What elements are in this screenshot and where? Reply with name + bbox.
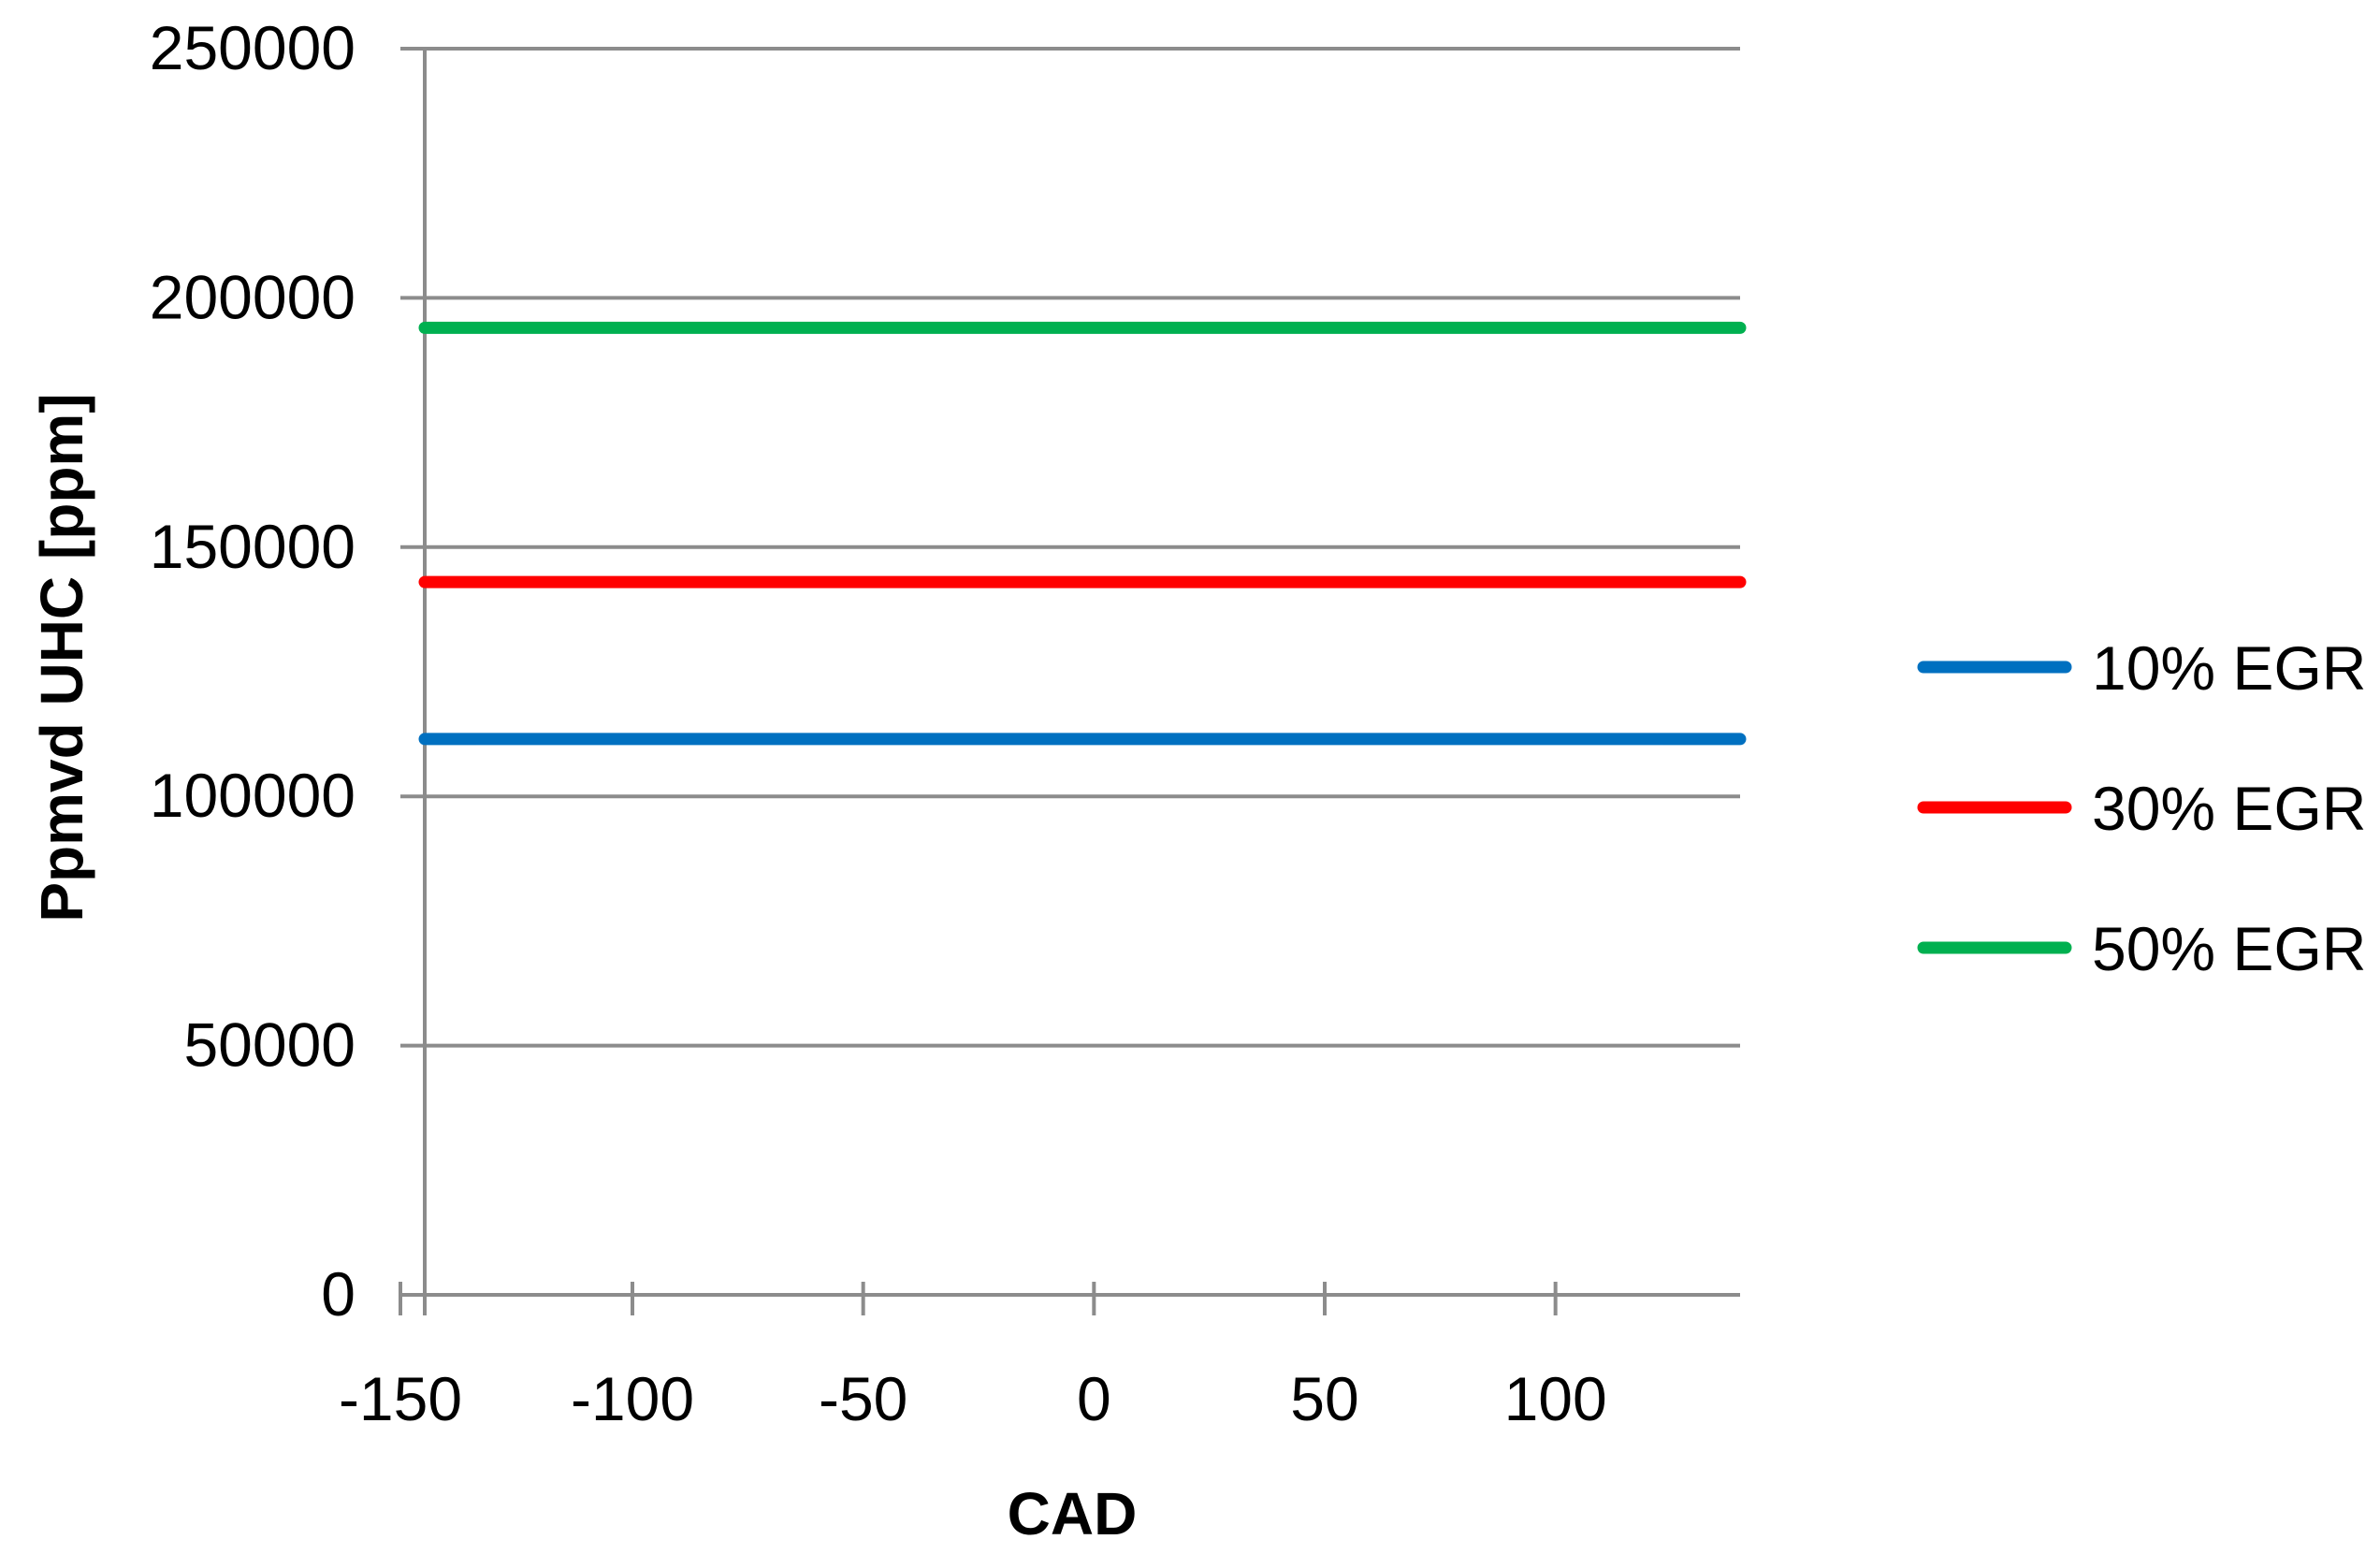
legend-label-2: 50% EGR	[2092, 914, 2366, 983]
y-tick-label-3: 150000	[150, 512, 356, 581]
y-tick-label-0: 0	[321, 1259, 356, 1329]
x-tick-label-0: -150	[339, 1364, 462, 1433]
x-tick-label-1: -100	[571, 1364, 694, 1433]
grid-lines	[400, 47, 1740, 1048]
y-axis-title: Ppmvd UHC [ppm]	[28, 393, 95, 922]
x-tick-label-4: 50	[1290, 1364, 1358, 1433]
x-tick-label-5: 100	[1504, 1364, 1607, 1433]
x-axis-title: CAD	[1008, 1480, 1138, 1547]
y-tick-label-4: 200000	[150, 262, 356, 331]
legend: 10% EGR 30% EGR 50% EGR	[1917, 633, 2366, 983]
y-tick-label-1: 50000	[183, 1010, 356, 1080]
series-lines	[418, 321, 1747, 746]
y-tick-label-2: 100000	[150, 761, 356, 830]
axes	[399, 49, 1740, 1315]
x-tick-label-3: 0	[1077, 1364, 1111, 1433]
tick-labels: 0 50000 100000 150000 200000 250000 -150 -100 -5…	[150, 13, 1607, 1433]
legend-label-0: 10% EGR	[2092, 633, 2366, 703]
legend-label-1: 30% EGR	[2092, 774, 2366, 843]
x-tick-label-2: -50	[819, 1364, 907, 1433]
y-tick-label-5: 250000	[150, 13, 356, 82]
